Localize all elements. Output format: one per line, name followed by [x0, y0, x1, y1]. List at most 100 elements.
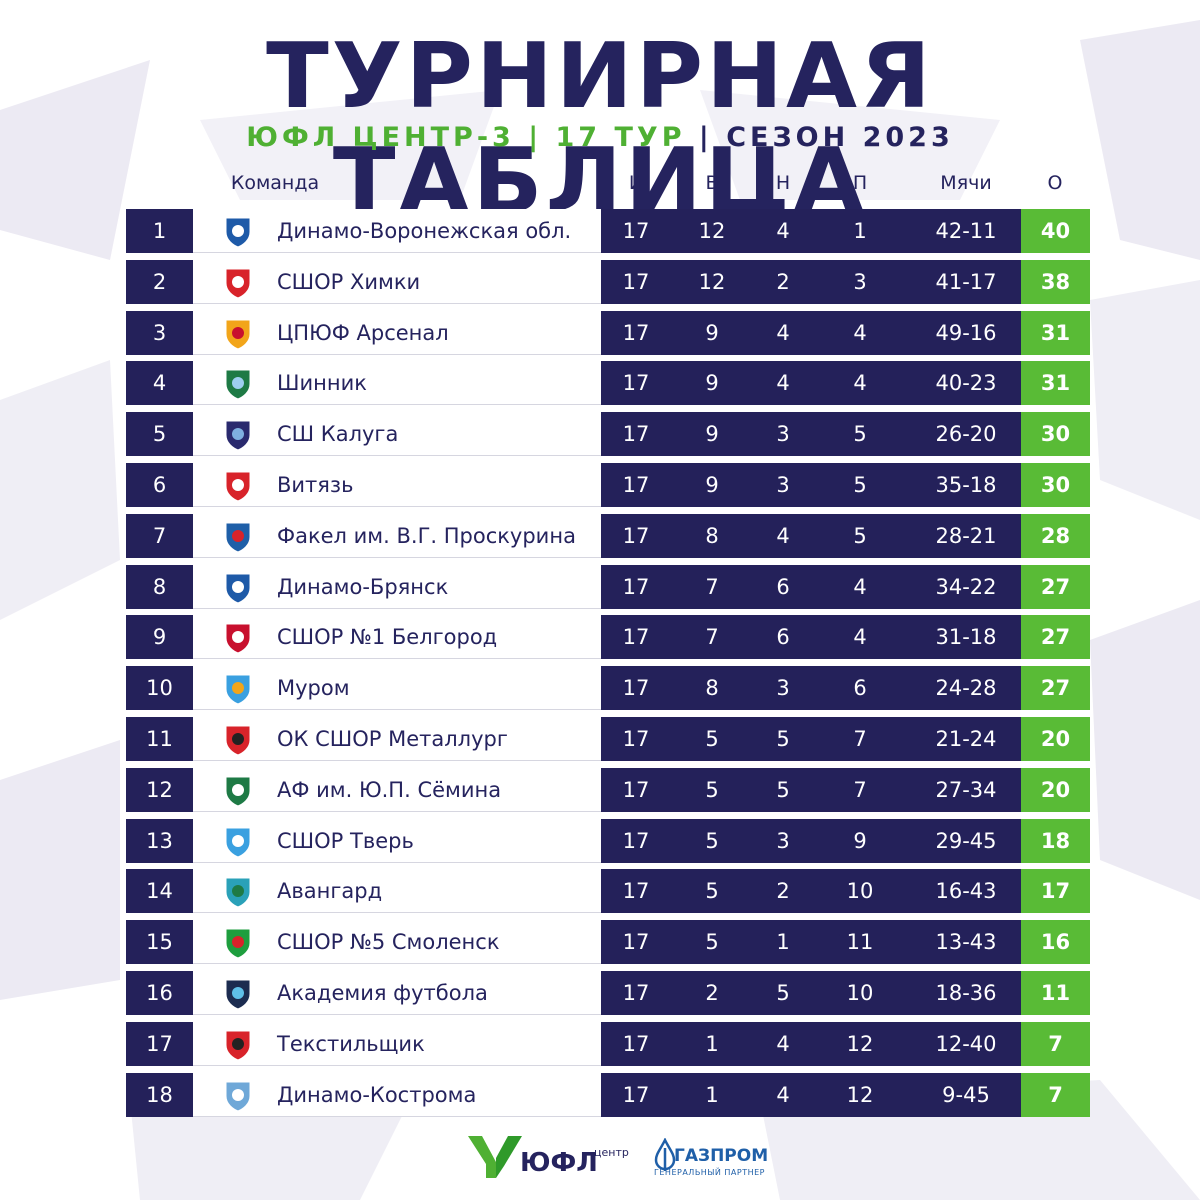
- drawn-value: 1: [776, 930, 790, 955]
- standings-table: 1 Динамо-Воронежская обл. 17 12 4 1 42-1…: [126, 209, 1090, 1123]
- goals-value: 42-11: [935, 219, 997, 243]
- points-value: 30: [1040, 422, 1071, 447]
- points-cell: 28: [1021, 513, 1090, 558]
- lost-value: 11: [846, 930, 874, 955]
- team-crest-icon: [225, 776, 251, 807]
- points-value: 27: [1040, 676, 1071, 701]
- stats-cell: 17 12 2 3 41-17: [601, 259, 1021, 304]
- lost-value: 5: [853, 523, 867, 548]
- points-value: 20: [1040, 777, 1071, 802]
- stats-cell: 17 9 4 4 49-16: [601, 310, 1021, 355]
- table-row: 14 Авангард 17 5 2 10 16-43 17: [126, 869, 1090, 914]
- team-cell: Динамо-Воронежская обл.: [193, 209, 601, 253]
- won-value: 2: [705, 980, 719, 1005]
- drawn-value: 6: [776, 574, 790, 599]
- header-points: О: [1047, 172, 1063, 194]
- team-crest-icon: [225, 471, 251, 502]
- goals-value: 9-45: [942, 1082, 990, 1107]
- goals-value: 35-18: [935, 472, 997, 497]
- position-cell: 18: [126, 1072, 193, 1117]
- points-cell: 7: [1021, 1072, 1090, 1117]
- table-row: 6 Витязь 17 9 3 5 35-18 30: [126, 462, 1090, 507]
- points-cell: 38: [1021, 259, 1090, 304]
- team-cell: АФ им. Ю.П. Сёмина: [193, 767, 601, 812]
- subtitle-separator: |: [685, 122, 727, 153]
- played-value: 17: [622, 879, 650, 904]
- points-cell: 27: [1021, 564, 1090, 609]
- table-row: 17 Текстильщик 17 1 4 12 12-40 7: [126, 1021, 1090, 1066]
- goals-value: 24-28: [935, 676, 997, 701]
- team-cell: Витязь: [193, 462, 601, 507]
- table-row: 12 АФ им. Ю.П. Сёмина 17 5 5 7 27-34 20: [126, 767, 1090, 812]
- team-cell: Динамо-Кострома: [193, 1072, 601, 1117]
- team-name: Авангард: [277, 879, 383, 904]
- lost-value: 1: [853, 219, 867, 243]
- goals-value: 12-40: [935, 1031, 997, 1056]
- team-crest-icon: [225, 522, 251, 553]
- table-row: 1 Динамо-Воронежская обл. 17 12 4 1 42-1…: [126, 209, 1090, 253]
- table-row: 5 СШ Калуга 17 9 3 5 26-20 30: [126, 412, 1090, 457]
- lost-value: 12: [846, 1031, 874, 1056]
- gazprom-logo-icon: [654, 1138, 676, 1171]
- position-cell: 5: [126, 412, 193, 457]
- table-row: 13 СШОР Тверь 17 5 3 9 29-45 18: [126, 818, 1090, 863]
- played-value: 17: [622, 422, 650, 447]
- position-value: 11: [146, 726, 173, 751]
- team-crest-icon: [225, 1030, 251, 1061]
- points-cell: 31: [1021, 310, 1090, 355]
- goals-value: 16-43: [935, 879, 997, 904]
- played-value: 17: [622, 726, 650, 751]
- team-cell: Текстильщик: [193, 1021, 601, 1066]
- team-name: СШОР Химки: [277, 269, 421, 294]
- team-cell: СШОР Химки: [193, 259, 601, 304]
- header-played: И: [628, 172, 644, 194]
- team-cell: Авангард: [193, 869, 601, 914]
- team-crest-icon: [225, 268, 251, 299]
- stats-cell: 17 5 1 11 13-43: [601, 920, 1021, 965]
- points-value: 27: [1040, 625, 1071, 650]
- points-value: 11: [1040, 980, 1071, 1005]
- position-value: 18: [146, 1082, 173, 1107]
- position-cell: 12: [126, 767, 193, 812]
- drawn-value: 5: [776, 980, 790, 1005]
- won-value: 9: [705, 472, 719, 497]
- won-value: 9: [705, 422, 719, 447]
- won-value: 5: [705, 726, 719, 751]
- points-value: 27: [1040, 574, 1071, 599]
- team-crest-icon: [225, 877, 251, 908]
- played-value: 17: [622, 472, 650, 497]
- drawn-value: 2: [776, 269, 790, 294]
- drawn-value: 4: [776, 219, 790, 243]
- stats-cell: 17 2 5 10 18-36: [601, 970, 1021, 1015]
- position-cell: 13: [126, 818, 193, 863]
- drawn-value: 4: [776, 1031, 790, 1056]
- gazprom-sub-label: ГЕНЕРАЛЬНЫЙ ПАРТНЕР: [654, 1168, 765, 1177]
- goals-value: 27-34: [935, 777, 997, 802]
- drawn-value: 4: [776, 371, 790, 396]
- position-value: 4: [152, 371, 167, 396]
- played-value: 17: [622, 371, 650, 396]
- won-value: 12: [698, 219, 726, 243]
- table-row: 3 ЦПЮФ Арсенал 17 9 4 4 49-16 31: [126, 310, 1090, 355]
- stats-cell: 17 1 4 12 12-40: [601, 1021, 1021, 1066]
- lost-value: 4: [853, 371, 867, 396]
- goals-value: 41-17: [935, 269, 997, 294]
- played-value: 17: [622, 574, 650, 599]
- stats-cell: 17 5 3 9 29-45: [601, 818, 1021, 863]
- goals-value: 49-16: [935, 320, 997, 345]
- header-drawn: Н: [775, 172, 791, 194]
- drawn-value: 4: [776, 1082, 790, 1107]
- points-cell: 40: [1021, 209, 1090, 253]
- team-crest-icon: [225, 217, 251, 248]
- points-value: 31: [1040, 371, 1071, 396]
- points-cell: 27: [1021, 615, 1090, 660]
- goals-value: 21-24: [935, 726, 997, 751]
- position-value: 6: [152, 472, 167, 497]
- points-value: 28: [1040, 523, 1071, 548]
- won-value: 8: [705, 676, 719, 701]
- stats-cell: 17 5 2 10 16-43: [601, 869, 1021, 914]
- team-name: СШ Калуга: [277, 422, 399, 447]
- lost-value: 12: [846, 1082, 874, 1107]
- won-value: 5: [705, 828, 719, 853]
- table-row: 10 Муром 17 8 3 6 24-28 27: [126, 666, 1090, 711]
